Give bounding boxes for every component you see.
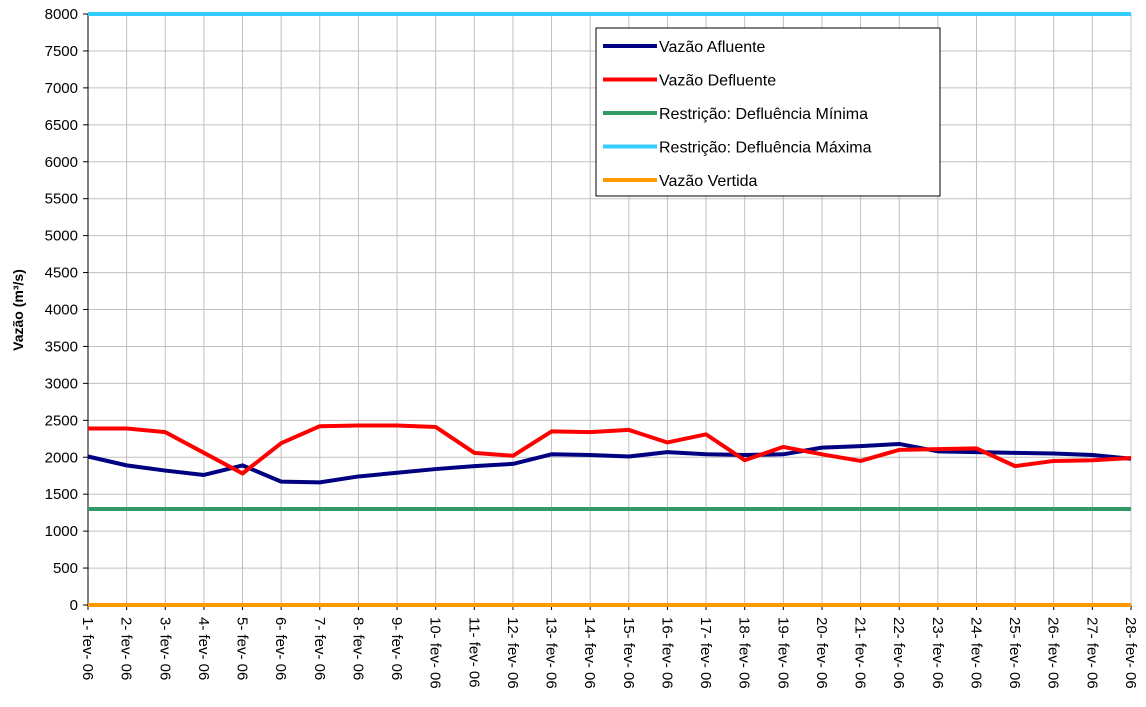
- legend-label: Vazão Defluente: [659, 73, 776, 90]
- y-axis-label: Vazão (m³/s): [10, 269, 26, 351]
- y-tick-label: 0: [70, 597, 78, 614]
- x-tick-label: 23- fev- 06: [929, 617, 946, 689]
- legend: Vazão Afluente Vazão Defluente Restrição: …: [595, 27, 941, 197]
- x-tick-label: 21- fev- 06: [852, 617, 869, 689]
- x-tick-label: 6- fev- 06: [272, 617, 289, 680]
- y-tick-label: 6000: [45, 154, 78, 171]
- y-tick-label: 7000: [45, 80, 78, 97]
- y-tick-label: 1500: [45, 486, 78, 503]
- x-tick-label: 22- fev- 06: [890, 617, 907, 689]
- y-tick-label: 5500: [45, 191, 78, 208]
- x-tick-label: 24- fev- 06: [967, 617, 984, 689]
- x-tick-label: 18- fev- 06: [736, 617, 753, 689]
- x-tick-label: 25- fev- 06: [1006, 617, 1023, 689]
- x-tick-label: 27- fev- 06: [1083, 617, 1100, 689]
- x-tick-label: 13- fev- 06: [543, 617, 560, 689]
- x-tick-label: 1- fev- 06: [79, 617, 96, 680]
- x-tick-label: 7- fev- 06: [311, 617, 328, 680]
- legend-label: Restrição: Defluência Máxima: [659, 140, 872, 157]
- y-tick-label: 500: [53, 560, 78, 577]
- x-tick-label: 9- fev- 06: [388, 617, 405, 680]
- y-tick-label: 2500: [45, 412, 78, 429]
- x-tick-label: 26- fev- 06: [1045, 617, 1062, 689]
- y-tick-label: 8000: [45, 6, 78, 23]
- x-tick-label: 19- fev- 06: [774, 617, 791, 689]
- series-lines: [87, 12, 1132, 607]
- y-tick-label: 3000: [45, 375, 78, 392]
- legend-label: Vazão Afluente: [659, 39, 766, 56]
- x-tick-label: 4- fev- 06: [195, 617, 212, 680]
- y-tick-label: 3500: [45, 338, 78, 355]
- x-tick-label: 15- fev- 06: [620, 617, 637, 689]
- x-tick-label: 11- fev- 06: [465, 617, 482, 688]
- x-tick-label: 10- fev- 06: [427, 617, 444, 689]
- y-tick-label: 2000: [45, 449, 78, 466]
- x-tick-labels: 1- fev- 06 2- fev- 06 3- fev- 06 4- fev- 06…: [79, 617, 1139, 689]
- series-line: [88, 423, 1132, 476]
- x-tick-label: 3- fev- 06: [156, 617, 173, 680]
- series-line: [87, 441, 1132, 485]
- x-tick-label: 20- fev- 06: [813, 617, 830, 689]
- y-tick-label: 1000: [45, 523, 78, 540]
- x-tick-label: 2- fev- 06: [118, 617, 135, 680]
- y-tick-labels: 0 500 1000 1500 2000 2500 3000 3500 4000 4500 5000…: [45, 6, 78, 614]
- y-tick-label: 5000: [45, 228, 78, 245]
- legend-label: Vazão Vertida: [659, 173, 758, 190]
- x-tick-label: 12- fev- 06: [504, 617, 521, 689]
- y-tick-label: 4000: [45, 302, 78, 319]
- x-tick-label: 14- fev- 06: [581, 617, 598, 689]
- x-tick-label: 5- fev- 06: [234, 617, 251, 680]
- x-tick-label: 16- fev- 06: [658, 617, 675, 689]
- legend-label: Restrição: Defluência Mínima: [659, 106, 868, 123]
- x-tick-label: 17- fev- 06: [697, 617, 714, 689]
- x-tick-label: 8- fev- 06: [349, 617, 366, 680]
- y-tick-label: 4500: [45, 265, 78, 282]
- y-tick-label: 6500: [45, 117, 78, 134]
- y-tick-label: 7500: [45, 43, 78, 60]
- x-tick-label: 28- fev- 06: [1122, 617, 1139, 689]
